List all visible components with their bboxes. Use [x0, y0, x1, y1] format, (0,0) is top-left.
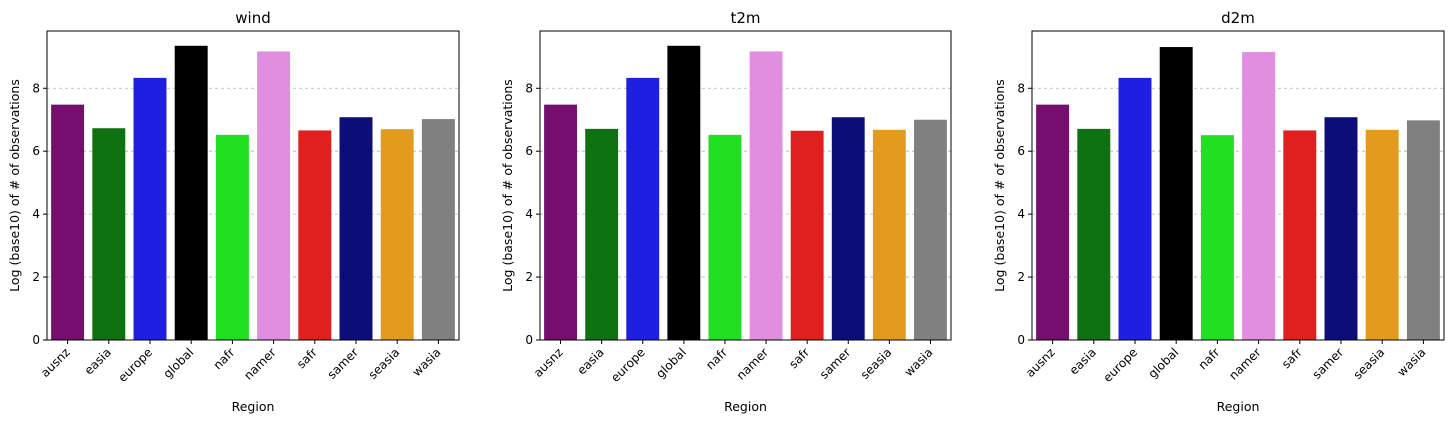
x-axis-label: Region	[1217, 399, 1260, 414]
bar-global	[1159, 47, 1193, 341]
bar-nafr	[1200, 135, 1234, 340]
x-tick-label: seasia	[1351, 345, 1388, 382]
axes-frame	[1031, 30, 1445, 341]
bar-namer	[749, 51, 783, 340]
y-tick-label: 2	[525, 270, 533, 284]
y-tick-label: 8	[32, 81, 40, 95]
x-tick-label: ausnz	[531, 345, 566, 380]
x-tick-label: safr	[1279, 345, 1305, 371]
chart-title: wind	[235, 9, 270, 27]
bar-easia	[92, 128, 126, 340]
y-tick-label: 0	[525, 333, 533, 347]
x-tick-label: samer	[817, 345, 854, 382]
y-tick-label: 0	[32, 333, 40, 347]
y-tick-label: 2	[1017, 270, 1025, 284]
x-tick-label: global	[1146, 345, 1182, 381]
y-tick-label: 4	[1017, 207, 1025, 221]
subplot-t2m: t2m Region Log (base10) of # of observat…	[500, 9, 952, 414]
x-axis-label: Region	[724, 399, 767, 414]
bar-europe	[1118, 77, 1152, 341]
bar-seasia	[872, 129, 906, 340]
bar-safr	[1283, 130, 1317, 340]
bar-safr	[298, 130, 332, 340]
bar-wasia	[1406, 120, 1440, 340]
bar-easia	[585, 128, 619, 340]
bar-ausnz	[1036, 104, 1070, 340]
bar-namer	[1242, 52, 1276, 340]
x-tick-label: easia	[574, 345, 606, 377]
x-tick-label: namer	[1226, 345, 1263, 382]
x-tick-label: ausnz	[38, 345, 73, 380]
subplot-d2m: d2m Region Log (base10) of # of observat…	[992, 9, 1445, 414]
x-tick-label: samer	[325, 345, 362, 382]
subplot-wind: wind Region Log (base10) of # of observa…	[7, 9, 460, 414]
bar-seasia	[380, 129, 414, 340]
bar-wasia	[914, 119, 947, 341]
x-tick-label: safr	[294, 345, 320, 371]
x-tick-label: seasia	[858, 345, 895, 382]
x-tick-label: seasia	[366, 345, 403, 382]
x-tick-label: wasia	[410, 345, 444, 379]
y-axis-label: Log (base10) of # of observations	[7, 79, 22, 292]
x-tick-label: namer	[241, 345, 278, 382]
bar-nafr	[708, 134, 742, 340]
bar-namer	[257, 51, 291, 340]
y-tick-label: 6	[525, 144, 533, 158]
x-tick-label: easia	[82, 345, 114, 377]
bar-samer	[339, 117, 373, 340]
x-tick-label: easia	[1067, 345, 1099, 377]
bar-samer	[1324, 117, 1358, 340]
x-tick-label: global	[161, 345, 197, 381]
y-tick-label: 6	[32, 144, 40, 158]
y-tick-label: 2	[32, 270, 40, 284]
y-tick-label: 4	[525, 207, 533, 221]
bar-easia	[1077, 128, 1111, 340]
x-tick-label: safr	[786, 345, 812, 371]
y-axis-label: Log (base10) of # of observations	[500, 79, 515, 292]
x-tick-label: ausnz	[1023, 345, 1058, 380]
bar-seasia	[1365, 129, 1399, 340]
x-tick-label: wasia	[902, 345, 936, 379]
chart-title: t2m	[730, 9, 760, 27]
y-tick-label: 8	[1017, 81, 1025, 95]
chart-title: d2m	[1221, 9, 1255, 27]
x-tick-label: nafr	[1196, 345, 1223, 372]
x-tick-label: wasia	[1395, 345, 1429, 379]
axes-frame	[46, 30, 460, 341]
x-tick-label: samer	[1310, 345, 1347, 382]
axes-frame	[539, 30, 952, 341]
bar-ausnz	[51, 104, 85, 340]
bar-samer	[831, 117, 865, 340]
bar-europe	[133, 77, 167, 341]
x-tick-label: namer	[734, 345, 771, 382]
y-axis-label: Log (base10) of # of observations	[992, 79, 1007, 292]
y-tick-label: 8	[525, 81, 533, 95]
x-tick-label: global	[653, 345, 689, 381]
y-tick-label: 0	[1017, 333, 1025, 347]
x-axis-label: Region	[232, 399, 275, 414]
x-tick-label: europe	[116, 345, 156, 385]
y-tick-label: 6	[1017, 144, 1025, 158]
x-tick-label: nafr	[211, 345, 238, 372]
x-tick-label: europe	[608, 345, 648, 385]
bar-global	[174, 45, 208, 340]
bar-europe	[626, 77, 660, 341]
bar-ausnz	[544, 104, 577, 340]
bar-wasia	[421, 119, 455, 341]
bar-global	[667, 45, 701, 340]
x-tick-label: nafr	[703, 345, 730, 372]
bar-nafr	[215, 134, 249, 340]
bar-safr	[790, 130, 824, 340]
y-tick-label: 4	[32, 207, 40, 221]
x-tick-label: europe	[1101, 345, 1141, 385]
